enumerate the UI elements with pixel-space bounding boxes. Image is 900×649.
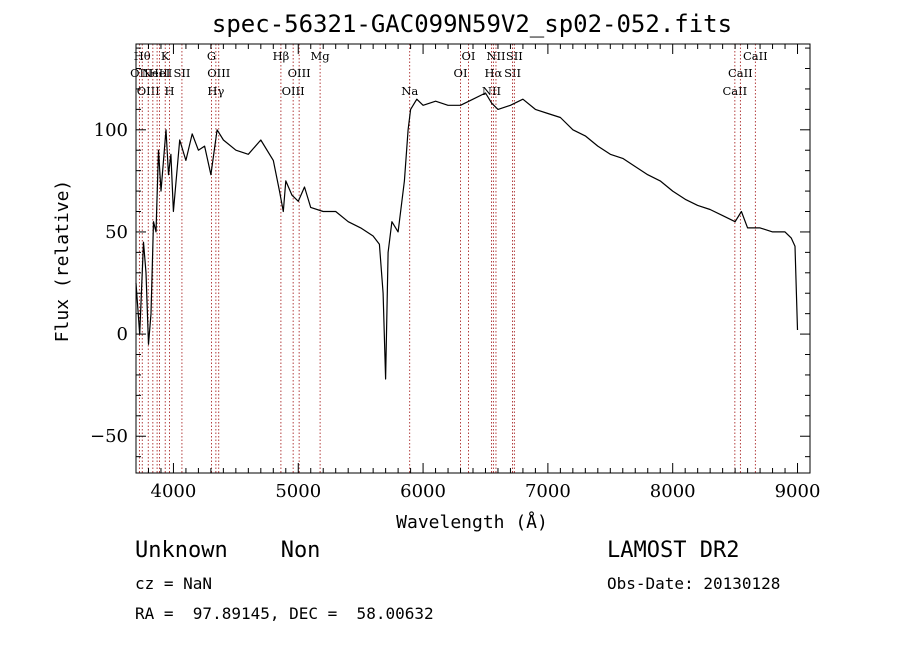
classification-text: Unknown Non [135, 538, 321, 563]
line-marker-label: OIII [288, 66, 311, 80]
coordinates-text: RA = 97.89145, DEC = 58.00632 [135, 604, 434, 623]
plot-axes: 4000 5000 6000 7000 8000 9000 −50 0 50 100 [90, 43, 821, 502]
y-tick-label: −50 [90, 426, 128, 447]
y-tick-label: 0 [117, 324, 128, 345]
x-tick-label: 6000 [400, 481, 446, 502]
x-tick-label: 5000 [275, 481, 321, 502]
x-axis-label: Wavelength (Å) [396, 511, 548, 533]
line-marker-label: Hβ [273, 49, 290, 63]
line-marker-label: Hθ [134, 49, 151, 63]
line-marker-label: OIII [207, 66, 230, 80]
plot-frame [135, 43, 811, 474]
line-marker-label: OIII [137, 84, 160, 98]
line-marker-label: OII [130, 66, 149, 80]
x-tick-label: 7000 [525, 481, 571, 502]
line-marker-label: OI [454, 66, 468, 80]
line-marker-label: SII [173, 66, 190, 80]
y-axis-label: Flux (relative) [52, 180, 73, 343]
obs-date-text: Obs-Date: 20130128 [607, 574, 781, 593]
line-marker-label: NII [486, 49, 505, 63]
redshift-text: cz = NaN [135, 574, 213, 593]
x-tick-label: 9000 [775, 481, 821, 502]
x-tick-label: 4000 [151, 481, 197, 502]
survey-name: LAMOST DR2 [607, 538, 740, 563]
chart-title: spec-56321-GAC099N59V2_sp02-052.fits [212, 10, 732, 38]
line-marker-label: CaII [722, 84, 747, 98]
line-marker-label: H [165, 84, 175, 98]
line-marker-label: G [207, 49, 216, 63]
line-marker-label: SII [504, 66, 521, 80]
line-marker-label: HeI [149, 66, 170, 80]
line-marker-label: CaII [743, 49, 768, 63]
line-marker-label: OI [462, 49, 476, 63]
line-marker-label: CaII [728, 66, 753, 80]
line-marker-label: OIII [282, 84, 305, 98]
spectrum-series [135, 92, 799, 380]
spectrum-line [135, 92, 799, 380]
line-marker-label: NII [482, 84, 501, 98]
x-tick-label: 8000 [650, 481, 696, 502]
line-marker-label: Hγ [207, 84, 224, 98]
y-tick-label: 100 [94, 120, 128, 141]
line-marker-label: NeIII [142, 66, 173, 80]
line-marker-label: Na [401, 84, 418, 98]
line-marker-label: SII [506, 49, 523, 63]
emission-line-markers: OIIHθOIIINeIIIHeIKHSIIGHγOIIIHβOIIIOIIIM… [130, 44, 768, 473]
line-marker-label: Mg [311, 49, 331, 63]
line-marker-label: K [161, 49, 170, 63]
y-tick-label: 50 [105, 222, 128, 243]
line-marker-label: Hα [484, 66, 502, 80]
